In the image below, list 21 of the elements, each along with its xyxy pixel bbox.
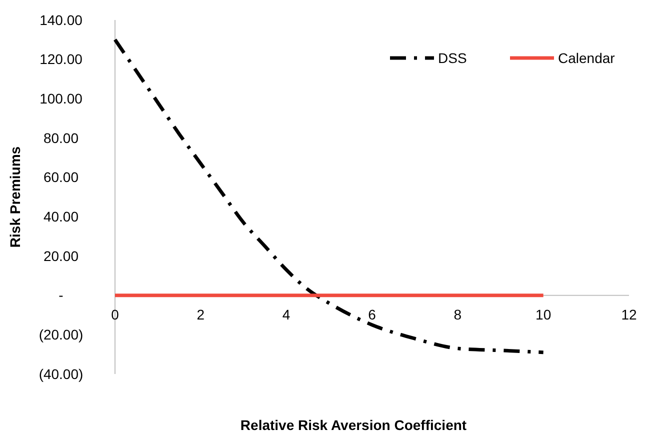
y-tick-label: 80.00 (43, 130, 79, 146)
y-tick-label: 40.00 (43, 208, 79, 225)
x-tick-label: 0 (111, 306, 120, 322)
legend-label: DSS (438, 50, 467, 66)
y-axis-title: Risk Premiums (7, 146, 23, 248)
y-tick-label: 60.00 (43, 169, 79, 186)
x-tick-label: 8 (454, 306, 462, 322)
y-tick-label: 140.00 (40, 12, 83, 28)
x-tick-label: 4 (282, 306, 290, 322)
x-axis-title: Relative Risk Aversion Coefficient (240, 417, 467, 433)
y-tick-label: 100.00 (40, 90, 83, 107)
legend-label: Calendar (558, 50, 616, 66)
x-tick-label: 2 (196, 306, 205, 322)
x-tick-label: 6 (368, 306, 376, 322)
y-tick-label: (20.00) (38, 326, 84, 343)
y-tick-label: 20.00 (43, 248, 79, 264)
y-tick-label: (40.00) (38, 366, 84, 382)
x-tick-label: 12 (621, 306, 637, 322)
y-tick-label: 120.00 (40, 51, 83, 68)
x-tick-label: 10 (536, 306, 552, 322)
y-tick-label: - (58, 287, 64, 304)
